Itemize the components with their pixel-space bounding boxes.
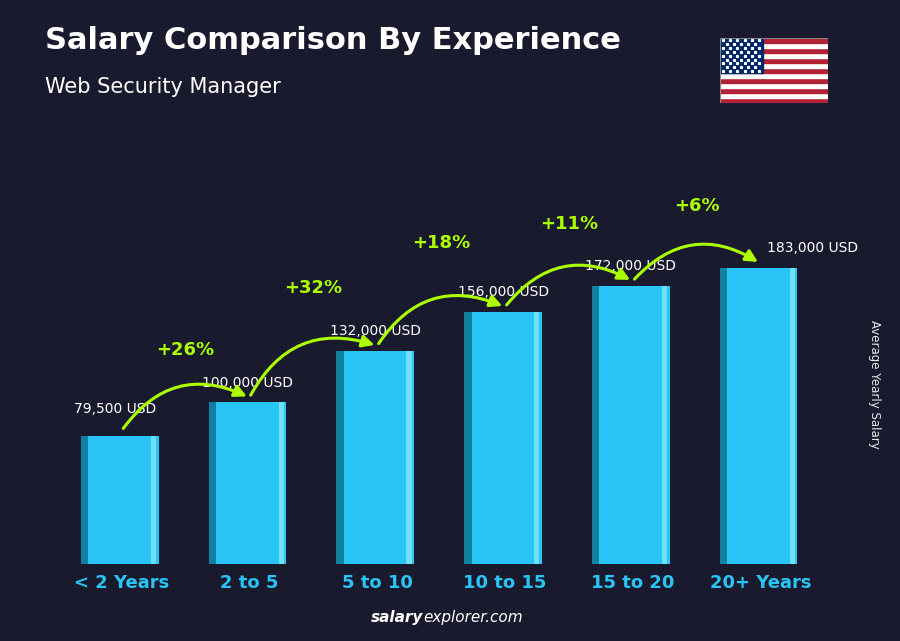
Text: +11%: +11% (540, 215, 598, 233)
Text: Average Yearly Salary: Average Yearly Salary (868, 320, 881, 449)
Text: +32%: +32% (284, 279, 342, 297)
Text: 156,000 USD: 156,000 USD (457, 285, 549, 299)
Bar (212, 403, 286, 564)
Bar (720, 58, 828, 63)
Bar (720, 269, 727, 564)
Bar (340, 351, 414, 564)
Text: 79,500 USD: 79,500 USD (75, 402, 157, 416)
Bar (468, 312, 542, 564)
Bar (720, 53, 828, 58)
Text: +26%: +26% (157, 341, 214, 359)
Bar (720, 48, 828, 53)
Text: 100,000 USD: 100,000 USD (202, 376, 293, 390)
Bar (724, 269, 797, 564)
Bar (720, 44, 828, 48)
Bar (789, 269, 795, 564)
Bar (209, 403, 216, 564)
Bar (534, 312, 539, 564)
Bar (720, 73, 828, 78)
Text: 183,000 USD: 183,000 USD (767, 242, 858, 255)
Text: 172,000 USD: 172,000 USD (585, 259, 676, 273)
Bar (592, 286, 599, 564)
Bar (279, 403, 284, 564)
Bar (407, 351, 411, 564)
Text: explorer.com: explorer.com (423, 610, 523, 625)
Bar (85, 436, 158, 564)
Bar (720, 83, 828, 88)
Text: Web Security Manager: Web Security Manager (45, 77, 281, 97)
Bar (81, 436, 88, 564)
Bar (720, 88, 828, 93)
Bar (596, 286, 670, 564)
Bar (464, 312, 472, 564)
Bar (720, 38, 828, 44)
Bar (720, 68, 828, 73)
Bar (662, 286, 667, 564)
Text: +18%: +18% (412, 234, 470, 252)
Bar (720, 38, 763, 73)
Bar (720, 93, 828, 97)
Text: +6%: +6% (674, 197, 719, 215)
Text: salary: salary (371, 610, 423, 625)
Bar (720, 78, 828, 83)
Text: 132,000 USD: 132,000 USD (330, 324, 421, 338)
Bar (337, 351, 344, 564)
Text: Salary Comparison By Experience: Salary Comparison By Experience (45, 26, 621, 54)
Bar (720, 63, 828, 68)
Bar (720, 97, 828, 103)
Bar (151, 436, 156, 564)
